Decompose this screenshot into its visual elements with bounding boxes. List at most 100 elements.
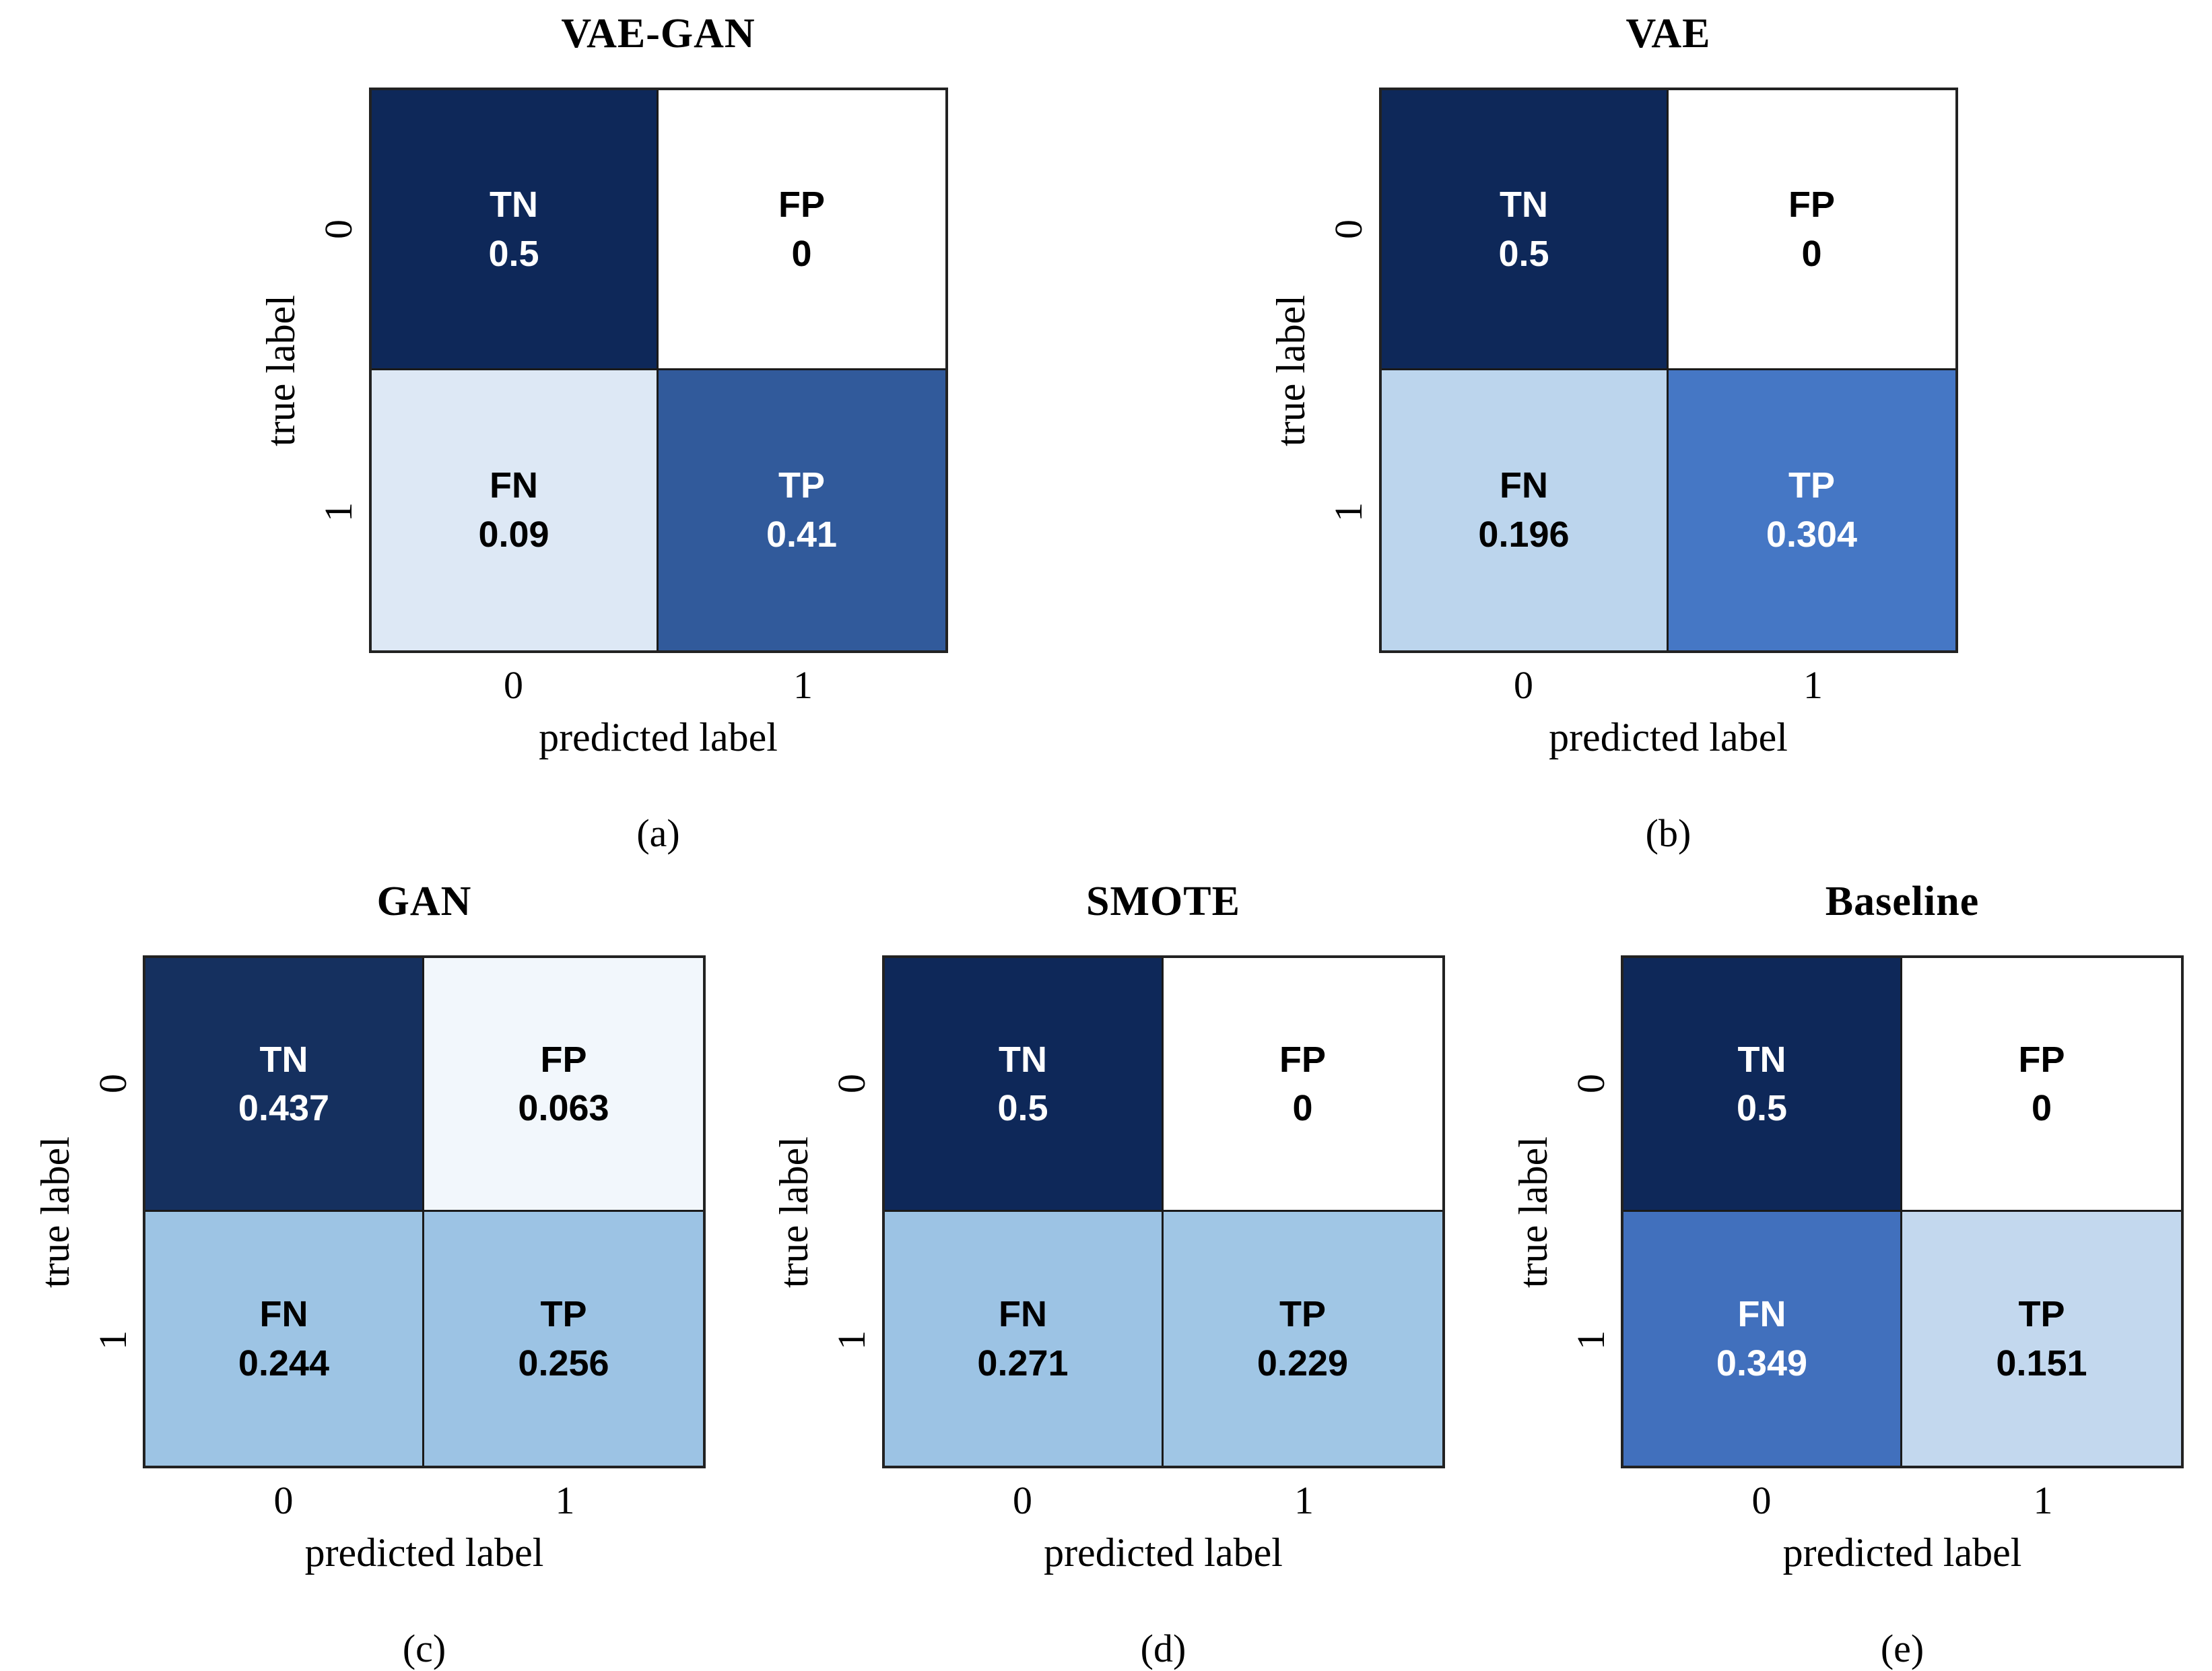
heatmap-grid: TN 0.5 FP 0 FN 0.271 TP 0.229 — [881, 955, 1445, 1469]
cell-quadrant-label: TN — [1737, 1039, 1786, 1080]
x-axis: 0 1 predicted label (b) — [1379, 662, 1958, 856]
cell-value: 0.196 — [1478, 514, 1570, 555]
confusion-matrix-b: VAE true label 0 1 TN 0.5 FP 0 FN 0.196 TP 0.30… — [1265, 11, 1958, 856]
y-tick-cell: 0 — [1560, 955, 1621, 1212]
y-axis: true label — [1265, 88, 1318, 653]
cell-quadrant-label: TN — [259, 1039, 308, 1080]
cell-value: 0.151 — [1996, 1342, 2087, 1384]
y-tick-label-1: 1 — [830, 1330, 873, 1351]
y-axis: true label — [28, 955, 82, 1468]
cell-quadrant-label: FP — [2018, 1039, 2065, 1080]
y-tick-cell: 0 — [82, 955, 143, 1212]
cell-quadrant-label: FN — [999, 1294, 1047, 1335]
cell-value: 0.244 — [238, 1342, 330, 1384]
cell-value: 0 — [1801, 233, 1822, 274]
matrix-cell-fn: FN 0.349 — [1623, 1212, 1902, 1466]
cell-quadrant-label: FP — [1788, 184, 1835, 225]
subplot-caption: (b) — [1645, 811, 1691, 856]
cell-value: 0 — [791, 233, 812, 274]
x-tick-label-0: 0 — [1514, 663, 1533, 708]
cell-quadrant-label: TN — [1500, 184, 1548, 225]
y-axis: true label — [1506, 955, 1560, 1468]
y-tick-cell: 0 — [822, 955, 882, 1212]
y-tick-cell: 1 — [82, 1212, 143, 1468]
subplot-title: VAE-GAN — [561, 11, 756, 57]
cell-quadrant-label: TP — [2018, 1294, 2065, 1335]
x-axis: 0 1 predicted label (e) — [1621, 1478, 2184, 1671]
heatmap-grid: TN 0.5 FP 0 FN 0.349 TP 0.151 — [1621, 955, 2184, 1469]
subplot-caption: (a) — [636, 811, 680, 856]
subplot-title: VAE — [1626, 11, 1711, 57]
cell-value: 0.5 — [997, 1088, 1048, 1129]
x-tick-row: 0 1 — [143, 1478, 706, 1523]
matrix-cell-tp: TP 0.229 — [1163, 1212, 1442, 1466]
y-tick-column: 0 1 — [82, 955, 143, 1468]
matrix-cell-tn: TN 0.437 — [145, 958, 424, 1213]
cell-quadrant-label: TN — [999, 1039, 1047, 1080]
matrix-cell-tp: TP 0.41 — [658, 370, 945, 651]
plot-area: true label 0 1 TN 0.5 FP 0 FN 0.196 TP 0.304 — [1265, 88, 1958, 654]
cell-quadrant-label: FN — [1737, 1294, 1786, 1335]
x-tick-row: 0 1 — [1621, 1478, 2184, 1523]
x-axis-label: predicted label — [304, 1530, 544, 1575]
x-axis: 0 1 predicted label (c) — [143, 1478, 706, 1671]
y-tick-column: 0 1 — [822, 955, 882, 1468]
y-tick-column: 0 1 — [308, 88, 369, 653]
bottom-row: GAN true label 0 1 TN 0.437 FP 0.063 FN 0.244… — [0, 879, 2212, 1671]
y-tick-label-0: 0 — [830, 1074, 873, 1094]
y-tick-cell: 0 — [1318, 88, 1379, 370]
x-tick-label-0: 0 — [1751, 1478, 1772, 1523]
subplot-title: SMOTE — [1086, 879, 1240, 925]
x-tick-label-0: 0 — [504, 663, 523, 708]
y-tick-cell: 1 — [308, 370, 369, 653]
cell-quadrant-label: FN — [1500, 465, 1548, 506]
cell-quadrant-label: FP — [1279, 1039, 1326, 1080]
y-tick-label-1: 1 — [90, 1330, 135, 1351]
matrix-cell-fp: FP 0 — [1902, 958, 2181, 1213]
confusion-matrix-a: VAE-GAN true label 0 1 TN 0.5 FP 0 FN 0.09 TP 0… — [255, 11, 948, 856]
matrix-cell-fn: FN 0.196 — [1381, 370, 1669, 651]
subplot-title: Baseline — [1825, 879, 1980, 925]
subplot-caption: (e) — [1880, 1627, 1924, 1671]
matrix-cell-fp: FP 0 — [1668, 90, 1955, 371]
x-axis: 0 1 predicted label (d) — [882, 1478, 1445, 1671]
matrix-cell-tn: TN 0.5 — [1381, 90, 1669, 371]
cell-quadrant-label: FN — [259, 1294, 308, 1335]
cell-value: 0.304 — [1766, 514, 1858, 555]
cell-value: 0.41 — [766, 514, 838, 555]
y-axis-label: true label — [32, 1136, 77, 1288]
y-tick-label-1: 1 — [1327, 502, 1370, 522]
y-tick-label-0: 0 — [90, 1074, 135, 1094]
cell-value: 0.271 — [977, 1342, 1069, 1384]
cell-quadrant-label: TP — [1279, 1294, 1326, 1335]
cell-quadrant-label: TN — [490, 184, 538, 225]
plot-area: true label 0 1 TN 0.5 FP 0 FN 0.349 TP 0.151 — [1506, 955, 2184, 1469]
matrix-cell-fn: FN 0.09 — [371, 370, 659, 651]
cell-quadrant-label: FP — [778, 184, 825, 225]
matrix-cell-tn: TN 0.5 — [1623, 958, 1902, 1213]
heatmap-grid: TN 0.5 FP 0 FN 0.09 TP 0.41 — [368, 88, 948, 654]
cell-value: 0.349 — [1716, 1342, 1808, 1384]
x-axis-label: predicted label — [1044, 1530, 1283, 1575]
cell-value: 0.256 — [518, 1342, 609, 1384]
matrix-cell-tp: TP 0.151 — [1902, 1212, 2181, 1466]
y-axis: true label — [255, 88, 308, 653]
subplot-caption: (d) — [1140, 1627, 1186, 1671]
x-axis: 0 1 predicted label (a) — [369, 662, 948, 856]
x-tick-row: 0 1 — [1379, 662, 1958, 708]
confusion-matrix-c: GAN true label 0 1 TN 0.437 FP 0.063 FN 0.244… — [28, 879, 706, 1671]
matrix-cell-tp: TP 0.256 — [424, 1212, 703, 1466]
figure-canvas: VAE-GAN true label 0 1 TN 0.5 FP 0 FN 0.09 TP 0… — [32, 11, 2184, 1671]
y-tick-label-0: 0 — [316, 219, 360, 239]
x-tick-label-1: 1 — [2033, 1478, 2053, 1523]
cell-quadrant-label: TP — [540, 1294, 587, 1335]
y-tick-cell: 1 — [1318, 370, 1379, 653]
cell-value: 0.5 — [1736, 1088, 1788, 1129]
subplot-title: GAN — [376, 879, 472, 925]
cell-value: 0 — [1292, 1088, 1313, 1129]
x-tick-label-0: 0 — [273, 1478, 294, 1523]
top-row: VAE-GAN true label 0 1 TN 0.5 FP 0 FN 0.09 TP 0… — [255, 11, 1958, 856]
matrix-cell-tn: TN 0.5 — [884, 958, 1164, 1213]
x-tick-label-1: 1 — [1803, 663, 1823, 708]
y-axis-label: true label — [1510, 1136, 1555, 1288]
